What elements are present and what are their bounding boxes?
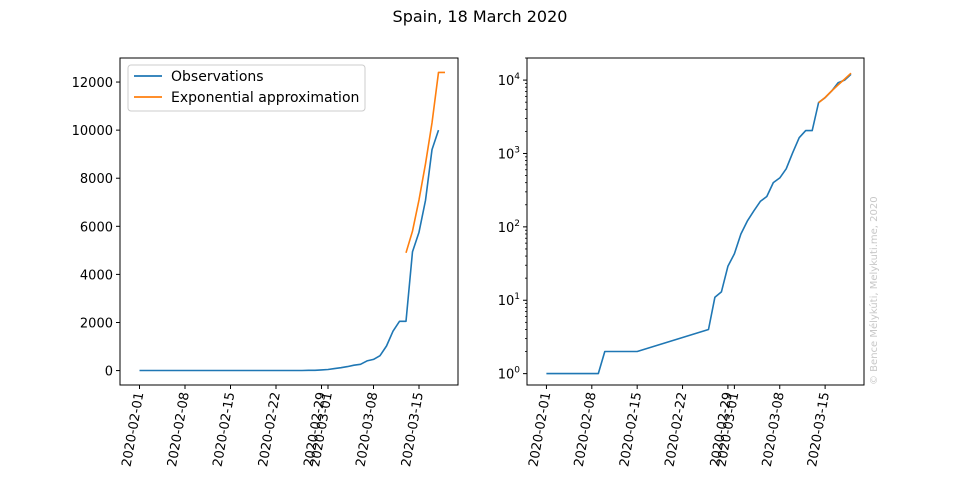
log-scale-panel: 100 101 102 103 104 2020-02-01 2020-02-08 2020-… (498, 57, 865, 468)
legend-observations-label: Observations (171, 69, 264, 85)
legend: Observations Exponential approximation (127, 64, 366, 112)
x-tick-label: 2020-02-08 (572, 391, 600, 468)
series-line-observations (139, 129, 440, 372)
x-tick-label: 2020-03-15 (805, 391, 833, 468)
legend-approximation-label: Exponential approximation (171, 90, 359, 106)
y-tick-label: 8000 (80, 172, 113, 187)
y-tick-label: 6000 (80, 220, 113, 235)
series-line-exponential-approximation (405, 71, 445, 254)
figure-title: Spain, 18 March 2020 (393, 7, 568, 26)
y-tick-label: 102 (498, 219, 520, 236)
x-tick-label: 2020-02-15 (617, 391, 645, 468)
x-tick-label: 2020-02-01 (526, 391, 554, 468)
x-tick-label: 2020-02-22 (256, 391, 284, 468)
x-tick-label: 2020-02-22 (663, 391, 691, 468)
y-tick-label: 100 (498, 366, 521, 383)
axes-frame (119, 57, 459, 386)
copyright-notice: © Bence Mélykúti, Melykuti.me, 2020 (868, 196, 880, 385)
x-tick-label: 2020-03-15 (399, 391, 427, 468)
y-tick-label: 101 (498, 292, 520, 309)
y-tick-label: 103 (498, 145, 520, 162)
x-tick-label: 2020-02-01 (120, 391, 148, 468)
x-tick-label: 2020-02-08 (165, 391, 193, 468)
y-tick-label: 0 (105, 365, 113, 380)
series-line-exponential-approximation (818, 72, 852, 104)
x-tick-label: 2020-02-15 (211, 391, 239, 468)
legend-box (127, 64, 366, 112)
y-tick-label: 10000 (72, 124, 113, 139)
y-tick-label: 104 (498, 72, 521, 89)
linear-scale-panel: 0 2000 4000 6000 8000 10000 12000 2020-02-01 202… (72, 57, 459, 468)
y-tick-label: 4000 (80, 268, 113, 283)
x-tick-label: 2020-03-08 (760, 391, 788, 468)
series-line-observations (546, 73, 852, 375)
y-tick-label: 2000 (80, 316, 113, 331)
x-tick-label: 2020-03-08 (354, 391, 382, 468)
y-tick-label: 12000 (72, 76, 113, 91)
axes-frame (526, 57, 865, 386)
